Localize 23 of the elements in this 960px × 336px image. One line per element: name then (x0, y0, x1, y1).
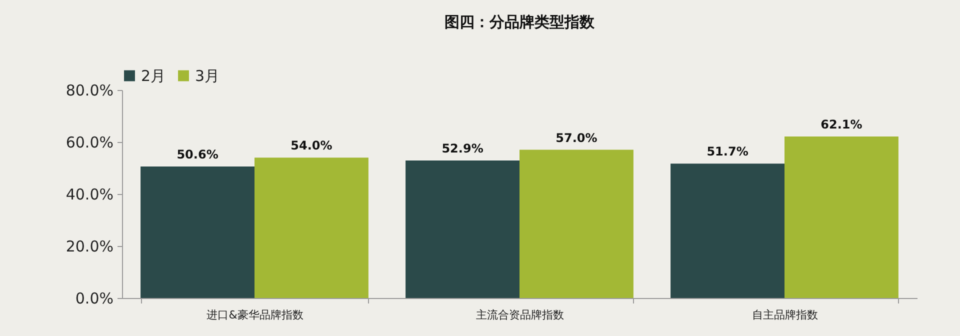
chart-title: 图四：分品牌类型指数 (444, 13, 596, 31)
bar (406, 160, 520, 298)
bar (140, 166, 254, 298)
legend-label: 3月 (195, 66, 220, 85)
bar (784, 136, 898, 298)
bar (254, 158, 368, 298)
bar (670, 164, 784, 298)
y-tick-label: 80.0% (66, 82, 114, 100)
x-tick-label: 主流合资品牌指数 (476, 308, 564, 322)
bar (520, 150, 634, 298)
y-tick-label: 0.0% (75, 290, 114, 308)
legend-label: 2月 (141, 66, 166, 85)
x-tick-label: 进口&豪华品牌指数 (206, 308, 304, 322)
data-label: 57.0% (556, 130, 598, 145)
data-label: 50.6% (176, 147, 218, 162)
y-tick-label: 20.0% (66, 238, 114, 256)
data-label: 54.0% (290, 138, 332, 153)
data-label: 51.7% (706, 144, 748, 159)
y-tick-label: 60.0% (66, 134, 114, 152)
y-tick-label: 40.0% (66, 186, 114, 204)
data-label: 62.1% (820, 118, 862, 132)
data-label: 52.9% (442, 141, 484, 156)
x-tick-label: 自主品牌指数 (752, 308, 818, 322)
